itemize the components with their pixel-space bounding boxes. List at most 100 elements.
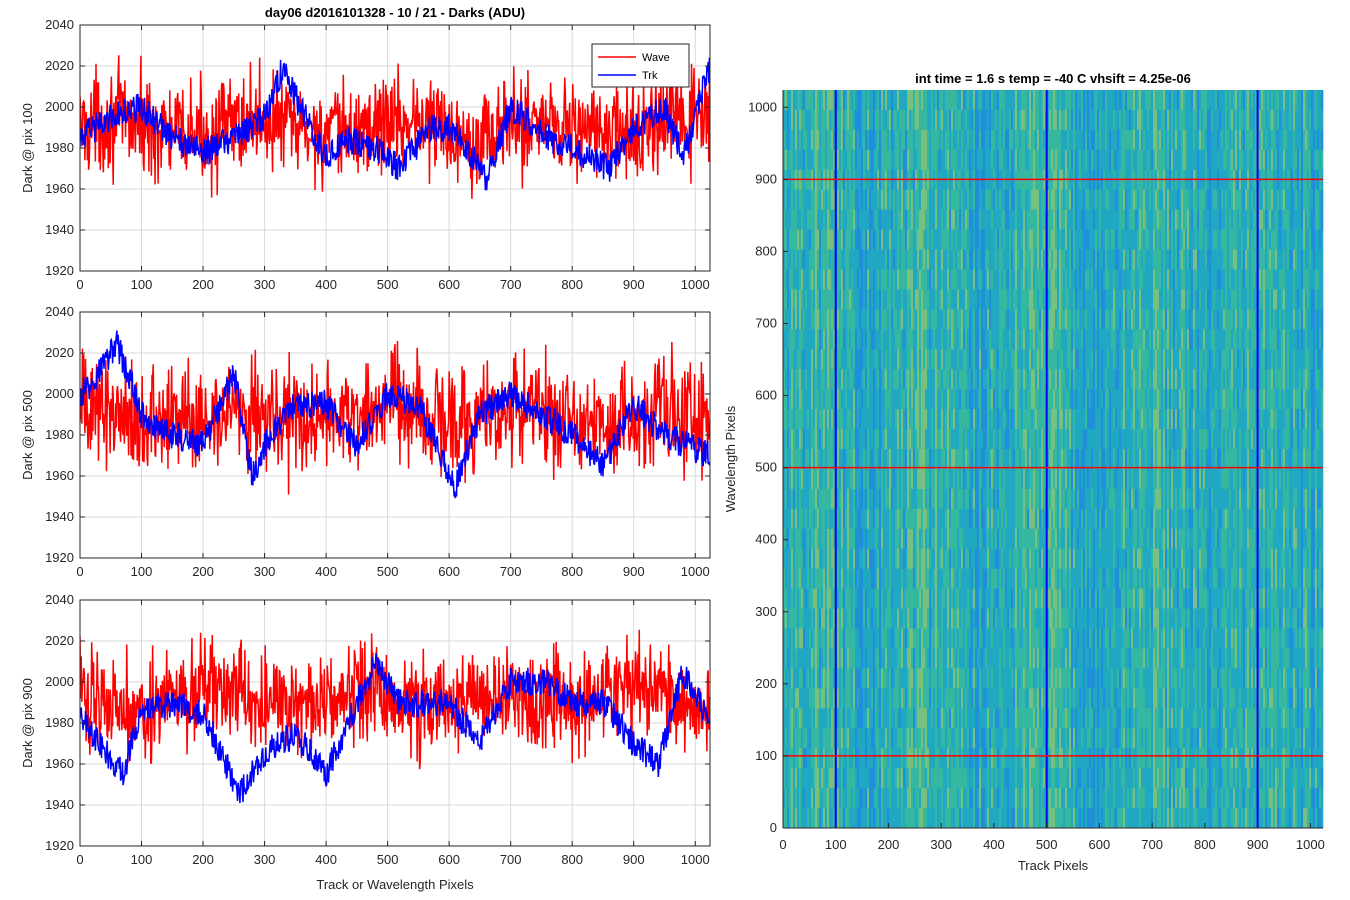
heatmap-cell: [1151, 269, 1154, 290]
heatmap-cell: [1219, 209, 1222, 230]
heatmap-cell: [853, 149, 856, 171]
heatmap-cell: [1137, 189, 1140, 210]
heatmap-cell: [1301, 189, 1304, 210]
heatmap-cell: [969, 409, 972, 430]
heatmap-cell: [919, 329, 922, 350]
heatmap-cell: [939, 329, 942, 350]
heatmap-cell: [1255, 269, 1258, 290]
heatmap-cell: [899, 209, 902, 230]
heatmap-cell: [925, 349, 928, 370]
heatmap-cell: [1175, 289, 1178, 310]
heatmap-cell: [807, 289, 810, 310]
heatmap-cell: [1167, 189, 1170, 210]
heatmap-cell: [1139, 289, 1142, 310]
heatmap-cell: [1065, 349, 1068, 370]
heatmap-cell: [1123, 309, 1126, 330]
heatmap-cell: [1177, 129, 1180, 151]
heatmap-cell: [1221, 369, 1224, 390]
heatmap-cell: [1299, 189, 1302, 210]
heatmap-cell: [1223, 129, 1226, 151]
heatmap-cell: [1061, 329, 1064, 350]
heatmap-cell: [791, 289, 794, 310]
heatmap-cell: [1085, 349, 1088, 370]
heatmap-cell: [1215, 149, 1218, 171]
heatmap-cell: [1061, 429, 1064, 450]
heatmap-cell: [927, 389, 930, 410]
heatmap-cell: [1153, 329, 1156, 350]
heatmap-cell: [963, 109, 966, 131]
y-axis-label: Dark @ pix 100: [20, 103, 35, 193]
heatmap-cell: [895, 269, 898, 290]
heatmap-cell: [1239, 289, 1242, 310]
heatmap-cell: [1133, 309, 1136, 330]
heatmap-cell: [921, 269, 924, 290]
heatmap-cell: [937, 369, 940, 390]
heatmap-cell: [1151, 369, 1154, 390]
heatmap-cell: [809, 329, 812, 350]
heatmap-cell: [1193, 349, 1196, 370]
heatmap-cell: [1039, 349, 1042, 370]
heatmap-cell: [1265, 109, 1268, 131]
heatmap-cell: [913, 209, 916, 230]
heatmap-cell: [1219, 90, 1222, 111]
heatmap-cell: [1021, 409, 1024, 430]
heatmap-cell: [909, 329, 912, 350]
heatmap-cell: [867, 129, 870, 151]
y-tick-label: 1920: [45, 838, 74, 853]
heatmap-cell: [859, 229, 862, 250]
heatmap-cell: [909, 349, 912, 370]
heatmap-cell: [869, 369, 872, 390]
heatmap-cell: [809, 269, 812, 290]
series-trk-line: [80, 330, 710, 499]
heatmap-cell: [1169, 209, 1172, 230]
heatmap-cell: [971, 389, 974, 410]
heatmap-cell: [803, 289, 806, 310]
heatmap-cell: [873, 389, 876, 410]
heatmap-cell: [1077, 189, 1080, 210]
heatmap-cell: [1133, 229, 1136, 250]
heatmap-cell: [1309, 289, 1312, 310]
heatmap-cell: [989, 349, 992, 370]
heatmap-cell: [1149, 269, 1152, 290]
heatmap-cell: [925, 209, 928, 230]
heatmap-cell: [873, 349, 876, 370]
heatmap-cell: [957, 389, 960, 410]
heatmap-cell: [795, 289, 798, 310]
heatmap-cell: [843, 90, 846, 111]
heatmap-cell: [1315, 289, 1318, 310]
heatmap-cell: [833, 289, 836, 310]
heatmap-cell: [803, 269, 806, 290]
heatmap-cell: [1319, 369, 1322, 390]
heatmap-cell: [1103, 189, 1106, 210]
heatmap-cell: [1297, 109, 1300, 131]
heatmap-cell: [1233, 369, 1236, 390]
heatmap-cell: [1001, 109, 1004, 131]
heatmap-cell: [887, 329, 890, 350]
heatmap-cell: [1211, 229, 1214, 250]
heatmap-cell: [869, 309, 872, 330]
heatmap-cell: [893, 90, 896, 111]
heatmap-cell: [851, 429, 854, 450]
heatmap-cell: [785, 429, 788, 450]
heatmap-cell: [961, 249, 964, 270]
heatmap-cell: [1187, 309, 1190, 330]
heatmap-cell: [999, 269, 1002, 290]
heatmap-cell: [969, 109, 972, 131]
heatmap-cell: [1195, 249, 1198, 270]
heatmap-cell: [933, 249, 936, 270]
heatmap-cell: [959, 389, 962, 410]
heatmap-cell: [1033, 149, 1036, 171]
heatmap-cell: [1285, 289, 1288, 310]
heatmap-cell: [1025, 289, 1028, 310]
heatmap-cell: [909, 209, 912, 230]
heatmap-cell: [1135, 90, 1138, 111]
heatmap-cell: [967, 129, 970, 151]
heatmap-cell: [1125, 209, 1128, 230]
heatmap-cell: [815, 249, 818, 270]
heatmap-cell: [1089, 129, 1092, 151]
heatmap-cell: [1179, 149, 1182, 171]
heatmap-cell: [1077, 109, 1080, 131]
heatmap-cell: [1047, 109, 1050, 131]
heatmap-cell: [1195, 409, 1198, 430]
heatmap-cell: [1291, 309, 1294, 330]
